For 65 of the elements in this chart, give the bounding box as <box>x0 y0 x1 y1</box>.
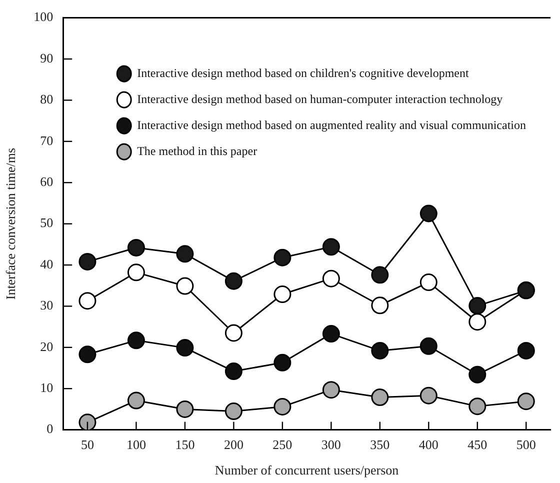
point <box>224 324 242 342</box>
legend-label: Interactive design method based on children's cognitive development <box>137 66 470 80</box>
point <box>420 204 438 222</box>
x-tick-label: 400 <box>418 437 438 452</box>
point <box>322 270 340 288</box>
point <box>127 264 145 282</box>
point <box>176 339 194 357</box>
point <box>78 292 96 310</box>
point <box>224 402 242 420</box>
x-tick-label: 150 <box>175 437 195 452</box>
x-tick-label: 250 <box>272 437 292 452</box>
legend-label: Interactive design method based on augmented reality and visual communication <box>137 118 526 132</box>
point <box>517 392 535 410</box>
y-tick-label: 90 <box>40 50 54 66</box>
point <box>224 362 242 380</box>
x-tick-label: 50 <box>80 437 94 452</box>
x-tick-label: 500 <box>516 437 536 452</box>
point <box>468 398 486 416</box>
point <box>274 398 292 416</box>
x-tick-label: 100 <box>126 437 146 452</box>
point <box>322 381 340 399</box>
x-axis-title: Number of concurrent users/person <box>214 462 400 478</box>
x-tick-label: 350 <box>370 437 390 452</box>
point <box>127 332 145 350</box>
x-tick-label: 450 <box>468 437 488 452</box>
point <box>176 277 194 295</box>
point <box>78 252 96 270</box>
y-tick-label: 100 <box>34 9 54 24</box>
y-tick-label: 0 <box>46 421 54 436</box>
point <box>420 274 438 292</box>
point <box>78 414 96 430</box>
point <box>371 342 389 360</box>
x-tick-label: 300 <box>321 437 341 452</box>
point <box>420 337 438 355</box>
y-tick-label: 50 <box>40 215 54 230</box>
legend-label: The method in this paper <box>137 144 258 158</box>
point <box>78 346 96 364</box>
y-tick-label: 10 <box>40 380 54 396</box>
point <box>127 238 145 256</box>
point <box>371 296 389 314</box>
point <box>274 248 292 266</box>
point <box>322 238 340 256</box>
point <box>517 342 535 360</box>
y-tick-label: 20 <box>40 338 54 354</box>
point <box>468 366 486 384</box>
point <box>274 354 292 372</box>
y-tick-label: 60 <box>40 174 54 190</box>
point <box>468 313 486 331</box>
point <box>176 245 194 263</box>
y-tick-label: 40 <box>40 256 54 272</box>
point <box>322 325 340 343</box>
x-tick-label: 200 <box>224 437 244 452</box>
y-tick-label: 80 <box>40 92 54 107</box>
y-axis-title: Interface conversion time/ms <box>3 148 18 300</box>
y-tick-label: 70 <box>40 132 54 148</box>
point <box>371 388 389 406</box>
legend-label: Interactive design method based on human-computer interaction technology <box>137 92 503 106</box>
point <box>371 266 389 284</box>
point <box>224 272 242 290</box>
point <box>468 297 486 315</box>
point <box>127 392 145 410</box>
point <box>420 386 438 404</box>
y-tick-label: 30 <box>40 298 54 313</box>
point <box>274 286 292 303</box>
point <box>176 400 194 418</box>
